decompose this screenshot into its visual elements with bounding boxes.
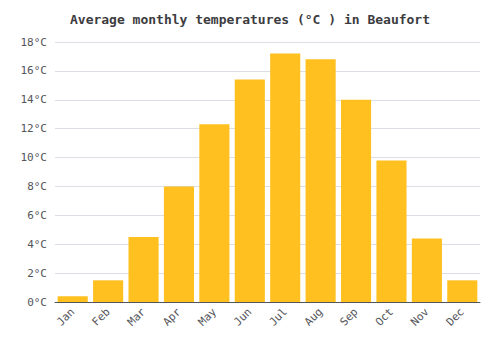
svg-text:Feb: Feb <box>89 305 112 328</box>
svg-text:Aug: Aug <box>302 305 325 328</box>
svg-text:Average monthly temperatures (: Average monthly temperatures (°C ) in Be… <box>70 12 430 27</box>
svg-text:12°C: 12°C <box>21 122 48 135</box>
svg-text:0°C: 0°C <box>27 296 47 309</box>
svg-text:10°C: 10°C <box>21 151 48 164</box>
svg-text:14°C: 14°C <box>21 93 48 106</box>
svg-text:18°C: 18°C <box>21 36 48 49</box>
svg-text:Jun: Jun <box>231 305 254 328</box>
svg-text:Nov: Nov <box>408 305 431 328</box>
svg-text:Apr: Apr <box>160 305 183 328</box>
svg-text:May: May <box>196 305 219 328</box>
svg-text:2°C: 2°C <box>27 267 47 280</box>
svg-text:Jul: Jul <box>267 305 290 328</box>
svg-text:Dec: Dec <box>444 305 467 328</box>
svg-text:6°C: 6°C <box>27 209 47 222</box>
svg-text:Mar: Mar <box>125 305 148 328</box>
svg-text:Sep: Sep <box>337 305 360 328</box>
svg-text:Oct: Oct <box>373 305 396 328</box>
svg-text:16°C: 16°C <box>21 64 48 77</box>
svg-text:8°C: 8°C <box>27 180 47 193</box>
svg-text:Jan: Jan <box>54 305 77 328</box>
svg-text:4°C: 4°C <box>27 238 47 251</box>
